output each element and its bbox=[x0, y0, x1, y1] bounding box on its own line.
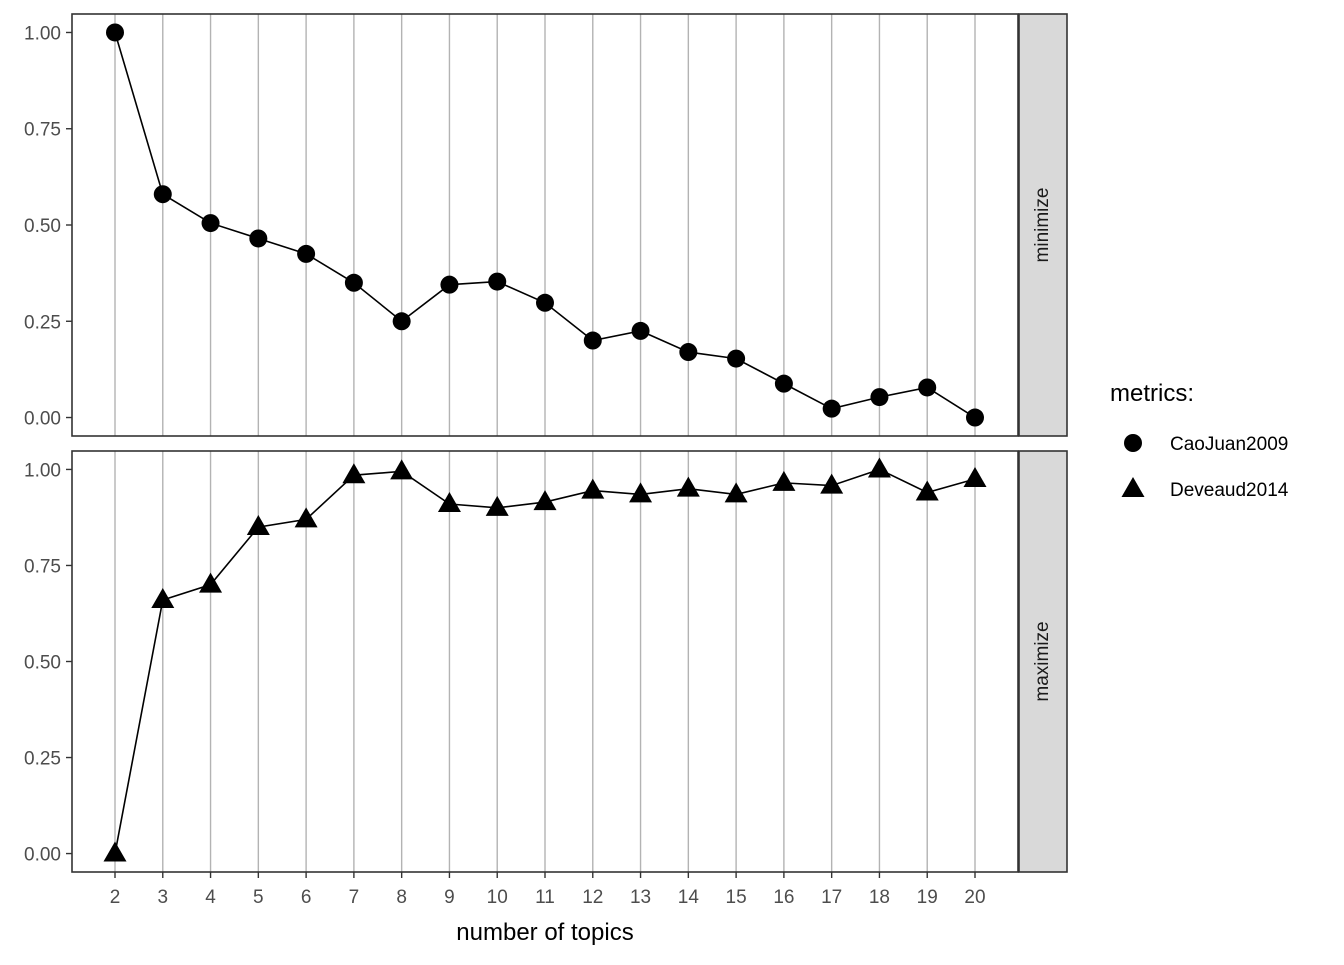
data-point bbox=[390, 459, 414, 480]
data-point bbox=[437, 492, 461, 513]
legend-label: CaoJuan2009 bbox=[1170, 434, 1288, 455]
x-tick-label: 11 bbox=[535, 887, 555, 908]
data-point bbox=[294, 507, 318, 528]
x-tick-label: 18 bbox=[869, 887, 890, 908]
data-point bbox=[870, 388, 889, 407]
data-point bbox=[679, 343, 698, 362]
y-tick-label: 0.00 bbox=[24, 409, 61, 430]
data-point bbox=[918, 378, 937, 397]
data-point bbox=[774, 374, 793, 393]
data-point bbox=[676, 476, 700, 497]
data-point bbox=[488, 272, 507, 291]
facet-strip bbox=[1018, 450, 1068, 873]
data-point bbox=[583, 331, 602, 350]
data-point bbox=[199, 572, 223, 593]
y-tick-label: 0.25 bbox=[24, 312, 61, 333]
facet-strip bbox=[1018, 13, 1068, 437]
data-point bbox=[915, 480, 939, 501]
x-tick-label: 14 bbox=[678, 887, 700, 908]
y-tick-label: 0.00 bbox=[24, 845, 61, 866]
legend-key-circle bbox=[1124, 434, 1142, 452]
y-tick-label: 0.25 bbox=[24, 749, 61, 770]
x-tick-label: 5 bbox=[253, 887, 264, 908]
data-point bbox=[966, 408, 984, 427]
x-tick-label: 9 bbox=[444, 887, 455, 908]
data-point bbox=[297, 244, 316, 263]
data-point bbox=[485, 495, 509, 516]
data-point bbox=[822, 399, 841, 418]
data-point bbox=[727, 349, 746, 368]
x-tick-label: 7 bbox=[349, 887, 360, 908]
x-tick-label: 20 bbox=[964, 887, 985, 908]
facet-strip-label: minimize bbox=[1032, 188, 1053, 263]
data-point bbox=[249, 229, 268, 248]
x-tick-label: 17 bbox=[821, 887, 842, 908]
data-point bbox=[963, 467, 987, 488]
data-point bbox=[106, 23, 124, 42]
data-point bbox=[772, 470, 796, 491]
x-tick-label: 15 bbox=[726, 887, 747, 908]
panel-border bbox=[71, 13, 1019, 437]
x-tick-label: 8 bbox=[396, 887, 407, 908]
x-tick-label: 4 bbox=[205, 887, 216, 908]
data-point bbox=[392, 312, 411, 331]
x-tick-label: 19 bbox=[917, 887, 938, 908]
data-point bbox=[724, 482, 748, 503]
y-tick-label: 1.00 bbox=[24, 460, 61, 481]
data-point bbox=[631, 321, 650, 340]
x-tick-label: 16 bbox=[773, 887, 794, 908]
x-tick-label: 3 bbox=[157, 887, 168, 908]
x-tick-label: 6 bbox=[301, 887, 312, 908]
x-axis-title: number of topics bbox=[456, 919, 633, 946]
y-tick-label: 0.50 bbox=[24, 216, 61, 237]
y-tick-label: 0.50 bbox=[24, 653, 61, 674]
data-point bbox=[151, 588, 175, 609]
data-point bbox=[820, 473, 844, 494]
data-point bbox=[440, 275, 459, 294]
data-point bbox=[629, 482, 653, 503]
data-point bbox=[533, 490, 557, 511]
data-point bbox=[201, 214, 220, 233]
x-tick-label: 12 bbox=[582, 887, 603, 908]
data-point bbox=[536, 293, 554, 312]
legend-title: metrics: bbox=[1110, 380, 1194, 407]
y-tick-label: 0.75 bbox=[24, 556, 61, 577]
legend-key-triangle bbox=[1121, 477, 1145, 497]
facet-strip-label: maximize bbox=[1032, 621, 1053, 701]
y-tick-label: 1.00 bbox=[24, 23, 61, 44]
data-point bbox=[103, 841, 127, 862]
data-point bbox=[246, 515, 270, 536]
data-point bbox=[153, 185, 172, 204]
legend-label: Deveaud2014 bbox=[1170, 480, 1289, 501]
x-tick-label: 2 bbox=[110, 887, 121, 908]
x-tick-label: 13 bbox=[630, 887, 651, 908]
data-point bbox=[344, 273, 363, 292]
data-point bbox=[581, 478, 605, 499]
x-tick-label: 10 bbox=[487, 887, 508, 908]
data-point bbox=[342, 463, 366, 484]
y-tick-label: 0.75 bbox=[24, 120, 61, 141]
data-point bbox=[867, 457, 891, 478]
